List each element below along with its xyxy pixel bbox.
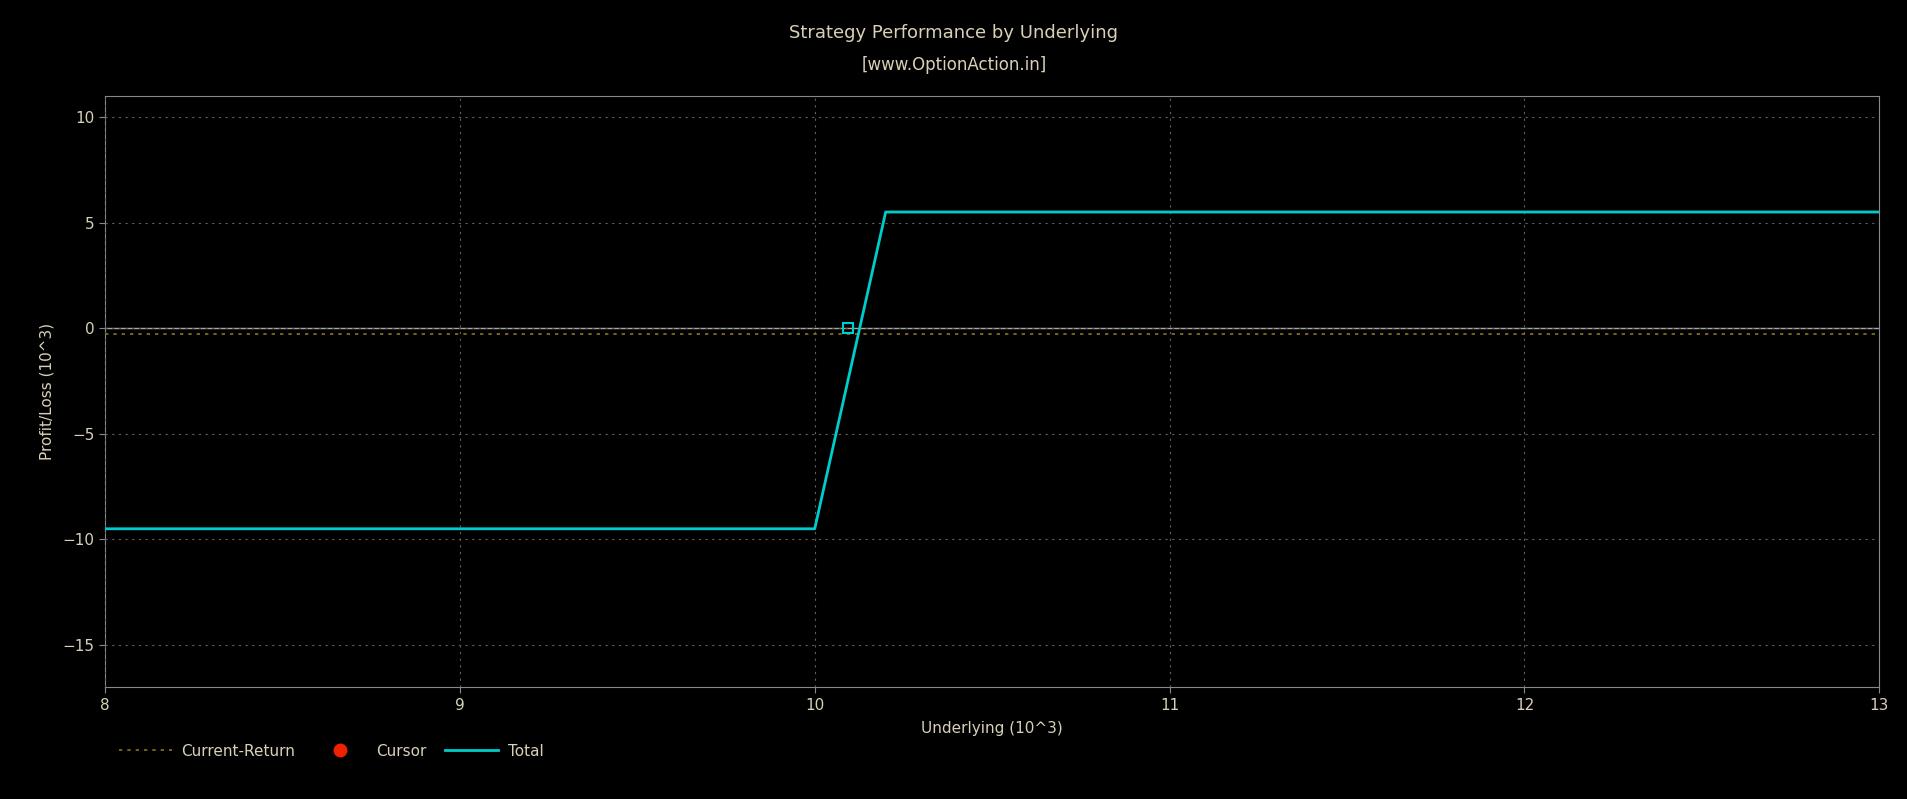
Y-axis label: Profit/Loss (10^3): Profit/Loss (10^3): [40, 323, 53, 460]
Text: [www.OptionAction.in]: [www.OptionAction.in]: [860, 56, 1047, 74]
Text: Strategy Performance by Underlying: Strategy Performance by Underlying: [789, 24, 1118, 42]
X-axis label: Underlying (10^3): Underlying (10^3): [921, 721, 1062, 736]
Legend: Current-Return, Cursor, Total: Current-Return, Cursor, Total: [113, 738, 549, 765]
